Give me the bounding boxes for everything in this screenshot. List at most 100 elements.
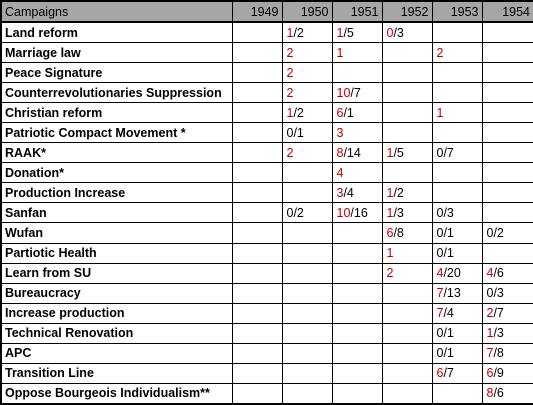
year-value-cell: 1 — [431, 102, 483, 124]
year-value-cell — [231, 322, 283, 344]
black-count: 0/2 — [486, 225, 504, 240]
table-row: Increase production 7/4 2/7 — [0, 302, 533, 324]
black-count: /1 — [343, 105, 354, 120]
black-count: /8 — [493, 346, 504, 361]
campaign-name-cell: Wufan — [0, 222, 233, 244]
black-count: 0/1 — [436, 246, 454, 261]
year-value-cell — [481, 202, 533, 224]
year-value-cell — [381, 282, 433, 304]
table-row: Partiotic Health 1 0/1 — [0, 242, 533, 264]
red-count: 8 — [336, 145, 344, 160]
year-value-cell — [331, 342, 383, 364]
year-value-cell — [481, 62, 533, 84]
red-count: 1 — [436, 105, 444, 120]
year-value-cell — [231, 42, 283, 64]
table-body: Land reform 1/2 1/5 0/3 Marriage law 2 1 2 Peace… — [0, 21, 533, 405]
red-count: 3 — [336, 125, 344, 140]
year-value-cell — [431, 21, 483, 44]
year-value-cell — [231, 142, 283, 164]
year-value-cell — [231, 282, 283, 304]
black-count: 0/3 — [486, 286, 504, 301]
black-count: /3 — [393, 25, 404, 40]
year-value-cell — [481, 102, 533, 124]
year-value-cell: 6/8 — [381, 222, 433, 244]
year-value-cell — [281, 182, 333, 204]
year-value-cell — [481, 242, 533, 264]
black-count: /7 — [350, 85, 361, 100]
year-value-cell — [231, 122, 283, 144]
red-count: 2 — [286, 45, 294, 60]
red-count: 2 — [436, 45, 444, 60]
table-row: APC 0/1 7/8 — [0, 342, 533, 364]
year-value-cell: 6/1 — [331, 102, 383, 124]
red-count: 10 — [336, 205, 351, 220]
black-count: /7 — [443, 366, 454, 381]
black-count: 0/1 — [286, 125, 304, 140]
year-value-cell: 7/8 — [481, 342, 533, 364]
year-value-cell: 6/9 — [481, 362, 533, 384]
campaign-name-cell: Land reform — [0, 21, 233, 44]
black-count: /7 — [493, 306, 504, 321]
year-value-cell — [481, 122, 533, 144]
year-value-cell: 2/7 — [481, 302, 533, 324]
year-value-cell — [281, 222, 333, 244]
red-count: 1 — [336, 25, 344, 40]
year-value-cell: 1/2 — [381, 182, 433, 204]
table-row: Transition Line 6/7 6/9 — [0, 362, 533, 384]
campaign-name-cell: Donation* — [0, 162, 233, 184]
year-value-cell — [231, 342, 283, 364]
table-row: Oppose Bourgeois Individualism** 8/6 — [0, 382, 533, 405]
year-value-cell: 0/1 — [431, 242, 483, 264]
table-row: Wufan 6/8 0/1 0/2 — [0, 222, 533, 244]
year-value-cell — [381, 102, 433, 124]
red-count: 6 — [486, 366, 494, 381]
year-value-cell — [281, 282, 333, 304]
black-count: /2 — [293, 25, 304, 40]
red-count: 2 — [286, 85, 294, 100]
black-count: 0/2 — [286, 205, 304, 220]
year-value-cell — [381, 302, 433, 324]
year-value-cell: 4/6 — [481, 262, 533, 284]
year-value-cell — [231, 162, 283, 184]
red-count: 0 — [386, 25, 394, 40]
year-value-cell: 2 — [281, 142, 333, 164]
red-count: 1 — [486, 326, 494, 341]
table-row: Technical Renovation 0/1 1/3 — [0, 322, 533, 344]
table-row: Donation* 4 — [0, 162, 533, 184]
red-count: 8 — [486, 386, 494, 401]
year-value-cell — [481, 21, 533, 44]
year-value-cell: 1 — [381, 242, 433, 264]
year-value-cell: 0/7 — [431, 142, 483, 164]
year-value-cell — [231, 82, 283, 104]
campaign-name-cell: Patriotic Compact Movement * — [0, 122, 233, 144]
black-count: /3 — [493, 326, 504, 341]
red-count: 6 — [386, 225, 394, 240]
year-value-cell — [331, 262, 383, 284]
red-count: 4 — [486, 266, 494, 281]
header-campaigns: Campaigns — [0, 0, 233, 23]
campaign-name-cell: Learn from SU — [0, 262, 233, 284]
campaign-name-cell: Production Increase — [0, 182, 233, 204]
year-value-cell: 2 — [281, 42, 333, 64]
table-row: Marriage law 2 1 2 — [0, 42, 533, 64]
black-count: /16 — [350, 205, 368, 220]
table-row: Christian reform 1/2 6/1 1 — [0, 102, 533, 124]
red-count: 7 — [486, 346, 494, 361]
red-count: 2 — [486, 306, 494, 321]
year-value-cell: 0/3 — [381, 21, 433, 44]
table-row: Counterrevolutionaries Suppression 2 10/7 — [0, 82, 533, 104]
year-value-cell: 1/3 — [481, 322, 533, 344]
black-count: /4 — [343, 185, 354, 200]
year-value-cell: 1 — [331, 42, 383, 64]
red-count: 3 — [336, 185, 344, 200]
header-year-1953: 1953 — [431, 0, 483, 23]
year-value-cell — [281, 322, 333, 344]
year-value-cell — [231, 102, 283, 124]
year-value-cell: 0/2 — [281, 202, 333, 224]
red-count: 2 — [286, 65, 294, 80]
campaign-name-cell: Bureaucracy — [0, 282, 233, 304]
year-value-cell: 2 — [381, 262, 433, 284]
black-count: 0/7 — [436, 145, 454, 160]
black-count: /6 — [493, 266, 504, 281]
year-value-cell — [281, 342, 333, 364]
